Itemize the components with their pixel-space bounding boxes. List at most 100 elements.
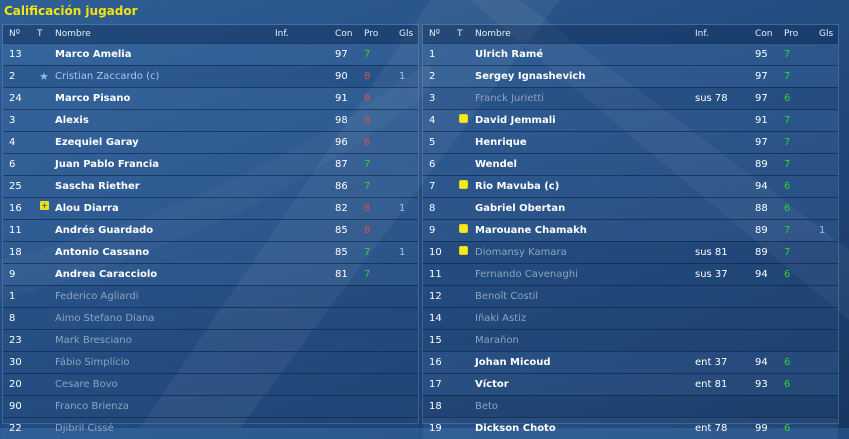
player-name: Diomansy Kamara (475, 247, 567, 258)
player-number: 7 (429, 181, 436, 192)
player-name: Sergey Ignashevich (475, 71, 586, 82)
player-row[interactable]: 90 Franco Brienza (3, 395, 418, 417)
yellow-card-icon (459, 246, 468, 255)
player-row[interactable]: 8 Aimo Stefano Diana (3, 307, 418, 329)
header-goals[interactable]: Gls (399, 29, 414, 39)
player-rating: 8 (364, 93, 371, 104)
header-rating[interactable]: Pro (784, 29, 799, 39)
player-rating: 7 (784, 247, 791, 258)
player-number: 24 (9, 93, 22, 104)
player-rows: 13 Marco Amelia 97 7 ★ 2 Cristian Zaccardo (c)… (3, 43, 418, 439)
player-number: 16 (429, 357, 442, 368)
player-row[interactable]: 9 Andrea Caracciolo 81 7 (3, 263, 418, 285)
player-number: 11 (9, 225, 22, 236)
player-row[interactable]: 24 Marco Pisano 91 8 (3, 87, 418, 109)
player-condition: 89 (755, 225, 768, 236)
player-row[interactable]: 1 Ulrich Ramé 95 7 (423, 43, 838, 65)
player-row[interactable]: 9 Marouane Chamakh 89 7 1 (423, 219, 838, 241)
player-rating: 6 (784, 423, 791, 434)
player-condition: 93 (755, 379, 768, 390)
player-goals: 1 (399, 203, 406, 214)
player-row[interactable]: 18 Beto (423, 395, 838, 417)
player-row[interactable]: 2 Sergey Ignashevich 97 7 (423, 65, 838, 87)
player-row[interactable]: 3 Franck Jurietti sus 78 97 6 (423, 87, 838, 109)
player-row[interactable]: 6 Juan Pablo Francia 87 7 (3, 153, 418, 175)
player-name: Rio Mavuba (c) (475, 181, 560, 192)
player-row[interactable]: 12 Benoît Costil (423, 285, 838, 307)
player-name: David Jemmali (475, 115, 556, 126)
player-row[interactable]: 15 Marañon (423, 329, 838, 351)
player-row[interactable]: 20 Cesare Bovo (3, 373, 418, 395)
away-team-ratings-table: Nº T Nombre Inf. Con Pro Gls 1 Ulrich Ram… (422, 24, 839, 439)
player-rating: 6 (784, 203, 791, 214)
header-info[interactable]: Inf. (695, 29, 709, 39)
player-number: 6 (9, 159, 16, 170)
player-row[interactable]: ★ 2 Cristian Zaccardo (c) 90 8 1 (3, 65, 418, 87)
player-number: 9 (9, 269, 16, 280)
player-number: 8 (429, 203, 436, 214)
player-condition: 89 (755, 159, 768, 170)
player-name: Franco Brienza (55, 401, 130, 412)
header-t[interactable]: T (37, 29, 43, 39)
player-goals: 1 (399, 247, 406, 258)
header-number[interactable]: Nº (9, 29, 20, 39)
player-row[interactable]: 6 Wendel 89 7 (423, 153, 838, 175)
player-name: Andrés Guardado (55, 225, 154, 236)
player-name: Iñaki Astiz (475, 313, 527, 324)
header-name[interactable]: Nombre (475, 29, 511, 39)
player-row[interactable]: 11 Fernando Cavenaghi sus 37 94 6 (423, 263, 838, 285)
header-number[interactable]: Nº (429, 29, 440, 39)
header-condition[interactable]: Con (755, 29, 773, 39)
player-rating: 7 (364, 181, 371, 192)
player-row[interactable]: 5 Henrique 97 7 (423, 131, 838, 153)
player-rating: 7 (364, 247, 371, 258)
player-row[interactable]: 18 Antonio Cassano 85 7 1 (3, 241, 418, 263)
yellow-card-icon (459, 114, 468, 123)
header-info[interactable]: Inf. (275, 29, 289, 39)
player-row[interactable]: 1 Federico Agliardi (3, 285, 418, 307)
player-row[interactable]: 7 Rio Mavuba (c) 94 6 (423, 175, 838, 197)
player-number: 6 (429, 159, 436, 170)
player-row[interactable]: 16 Johan Micoud ent 37 94 6 (423, 351, 838, 373)
player-row[interactable]: 8 Gabriel Obertan 88 6 (423, 197, 838, 219)
player-name: Johan Micoud (475, 357, 551, 368)
header-name[interactable]: Nombre (55, 29, 91, 39)
player-rating: 7 (784, 115, 791, 126)
player-row[interactable]: 30 Fábio Simplício (3, 351, 418, 373)
player-number: 2 (9, 71, 16, 82)
player-row[interactable]: 14 Iñaki Astiz (423, 307, 838, 329)
player-name: Benoît Costil (475, 291, 539, 302)
player-row[interactable]: 17 Víctor ent 81 93 6 (423, 373, 838, 395)
player-row[interactable]: 22 Djibril Cissé (3, 417, 418, 439)
player-name: Djibril Cissé (55, 423, 114, 434)
header-t[interactable]: T (457, 29, 463, 39)
player-row[interactable]: 25 Sascha Riether 86 7 (3, 175, 418, 197)
player-number: 2 (429, 71, 436, 82)
player-row[interactable]: 23 Mark Bresciano (3, 329, 418, 351)
player-name: Alexis (55, 115, 89, 126)
player-row[interactable]: 3 Alexis 98 8 (3, 109, 418, 131)
player-row[interactable]: 11 Andrés Guardado 85 8 (3, 219, 418, 241)
player-condition: 85 (335, 247, 348, 258)
player-rating: 6 (784, 269, 791, 280)
header-rating[interactable]: Pro (364, 29, 379, 39)
player-number: 18 (429, 401, 442, 412)
player-row[interactable]: 10 Diomansy Kamara sus 81 89 7 (423, 241, 838, 263)
player-row[interactable]: 13 Marco Amelia 97 7 (3, 43, 418, 65)
player-rating: 7 (784, 159, 791, 170)
player-number: 9 (429, 225, 436, 236)
player-row[interactable]: 19 Dickson Choto ent 78 99 6 (423, 417, 838, 439)
header-goals[interactable]: Gls (819, 29, 834, 39)
player-condition: 94 (755, 181, 768, 192)
player-row[interactable]: +16 Alou Diarra 82 8 1 (3, 197, 418, 219)
player-name: Wendel (475, 159, 517, 170)
player-rows: 1 Ulrich Ramé 95 7 2 Sergey Ignashevich 9 7 7 3 Fr… (423, 43, 838, 439)
player-number: 19 (429, 423, 442, 434)
header-condition[interactable]: Con (335, 29, 353, 39)
player-row[interactable]: 4 Ezequiel Garay 96 8 (3, 131, 418, 153)
player-rating: 7 (364, 49, 371, 60)
player-number: 23 (9, 335, 22, 346)
player-condition: 88 (755, 203, 768, 214)
player-number: 16 (9, 203, 22, 214)
player-row[interactable]: 4 David Jemmali 91 7 (423, 109, 838, 131)
